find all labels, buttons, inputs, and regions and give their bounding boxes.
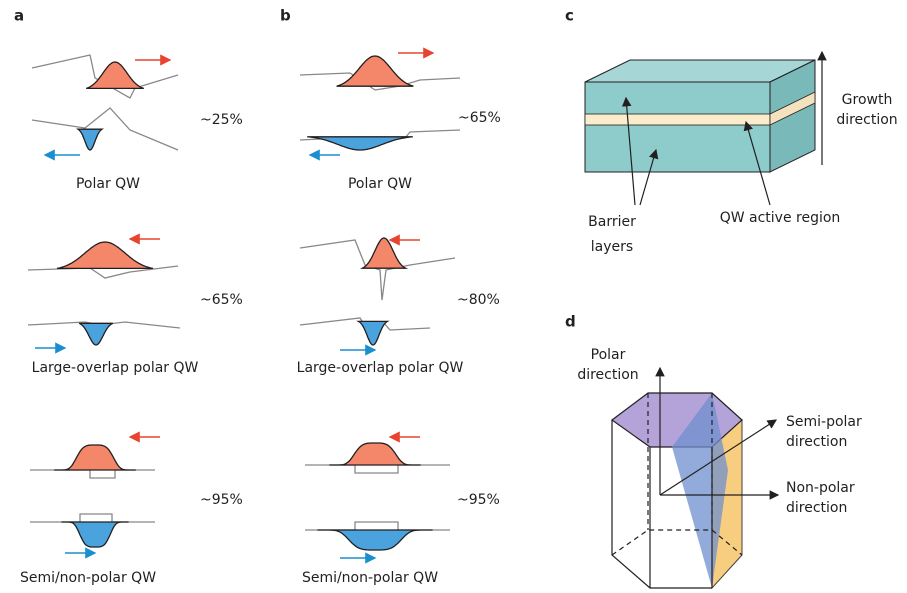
figure: a b c d ~25% Polar QW ~65% Large-overlap…: [0, 0, 907, 593]
panel-label: a: [14, 7, 24, 25]
wavefunction: [317, 530, 432, 550]
label: Semi-polar: [786, 414, 862, 430]
wavefunction: [362, 238, 405, 268]
band-edge: [305, 465, 450, 473]
overlap-percent: ~95%: [457, 492, 500, 508]
label: Growth: [842, 92, 893, 108]
wavefunction: [359, 321, 388, 345]
caption: Polar QW: [76, 176, 140, 192]
label: direction: [577, 367, 638, 383]
label: Barrier: [588, 214, 636, 230]
caption: Polar QW: [348, 176, 412, 192]
caption: Semi/non-polar QW: [20, 570, 156, 586]
wavefunction: [57, 242, 153, 268]
caption: Large-overlap polar QW: [297, 360, 464, 376]
label: direction: [836, 112, 897, 128]
wavefunction: [329, 443, 420, 465]
band-edge: [305, 522, 450, 530]
overlap-percent: ~25%: [200, 112, 243, 128]
label: QW active region: [720, 210, 841, 226]
band-edge: [32, 108, 178, 150]
wavefunction: [337, 56, 414, 86]
overlap-percent: ~65%: [458, 110, 501, 126]
caption: Large-overlap polar QW: [32, 360, 199, 376]
wavefunction: [61, 522, 128, 547]
panel-label: b: [280, 7, 291, 25]
panel-label: d: [565, 313, 576, 331]
label: Non-polar: [786, 480, 855, 496]
caption: Semi/non-polar QW: [302, 570, 438, 586]
label: direction: [786, 434, 847, 450]
band-diagrams: [28, 53, 460, 558]
label: layers: [591, 239, 633, 255]
hexagonal-prism: [612, 393, 742, 588]
wavefunction: [54, 445, 136, 470]
overlap-percent: ~95%: [200, 492, 243, 508]
overlap-percent: ~80%: [457, 292, 500, 308]
wavefunction: [307, 137, 413, 150]
overlap-percent: ~65%: [200, 292, 243, 308]
panel-label: c: [565, 7, 574, 25]
band-edge: [30, 514, 155, 522]
label: Polar: [591, 347, 626, 363]
layer-block: [585, 60, 815, 172]
wavefunction: [79, 323, 113, 345]
band-edge: [30, 470, 155, 478]
label: direction: [786, 500, 847, 516]
wavefunction: [78, 129, 102, 150]
